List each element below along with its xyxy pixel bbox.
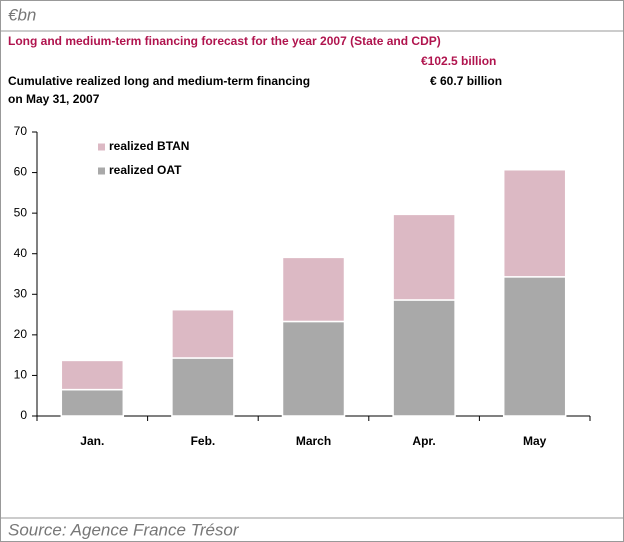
x-tick-label: Apr. (412, 434, 435, 448)
y-tick-label: 50 (14, 205, 28, 219)
bar-segment (60, 359, 125, 391)
bar-segment (281, 320, 346, 417)
subtitle: on May 31, 2007 (8, 92, 100, 106)
chart-title: Long and medium-term financing forecast … (8, 34, 441, 48)
legend-label: realized BTAN (109, 139, 189, 153)
bar-segment (502, 276, 567, 417)
realized-label: € 60.7 billion (430, 74, 502, 88)
legend-swatch (98, 143, 105, 151)
x-tick-label: Jan. (80, 434, 104, 448)
bar-segment (60, 388, 125, 417)
y-tick-label: 60 (14, 165, 28, 179)
bar-segment (392, 299, 456, 417)
x-tick-label: March (296, 434, 331, 448)
y-tick-label: 0 (20, 408, 27, 422)
bar-segment (392, 213, 456, 301)
y-tick-label: 70 (14, 124, 28, 138)
bar-segment (502, 168, 567, 278)
unit-label: €bn (8, 5, 36, 24)
bar-segment (171, 308, 235, 359)
y-tick-label: 40 (14, 246, 28, 260)
subtitle: Cumulative realized long and medium-term… (8, 74, 310, 88)
bar-segment (171, 357, 235, 417)
y-tick-label: 10 (14, 368, 28, 382)
x-tick-label: Feb. (191, 434, 216, 448)
x-tick-label: May (523, 434, 547, 448)
y-tick-label: 30 (14, 286, 28, 300)
bar-segment (281, 256, 346, 323)
y-tick-label: 20 (14, 327, 28, 341)
forecast-label: €102.5 billion (421, 54, 496, 68)
source: Source: Agence France Trésor (8, 520, 240, 539)
legend-swatch (98, 167, 105, 175)
legend-label: realized OAT (109, 163, 182, 177)
